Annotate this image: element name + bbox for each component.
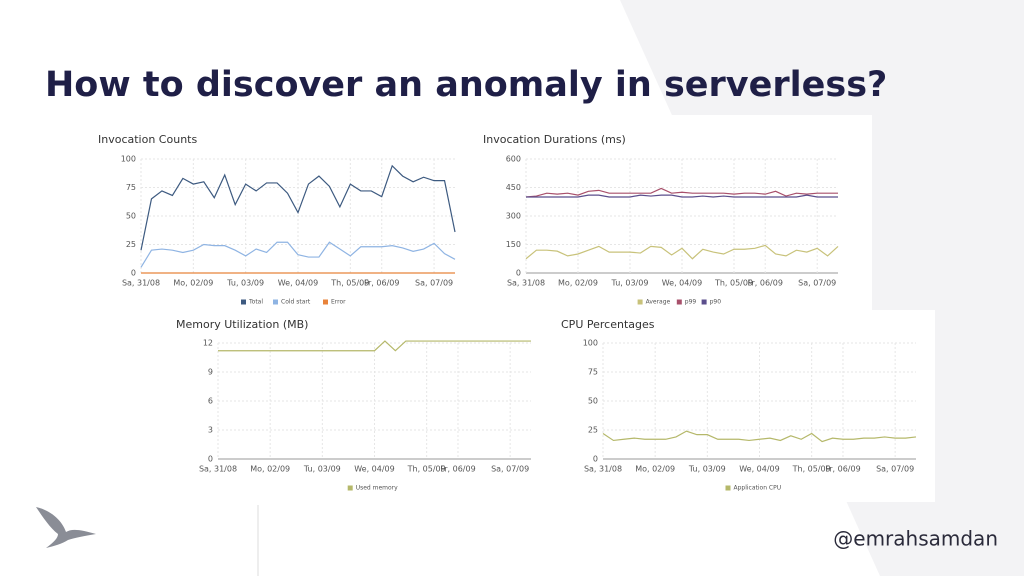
x-tick-label: Th, 05/09	[407, 465, 446, 474]
legend-label: p99	[685, 299, 697, 306]
x-tick-label: Sa, 31/08	[199, 465, 237, 474]
y-tick-label: 300	[506, 212, 521, 221]
panel-bottom	[172, 310, 935, 502]
legend-label: Application CPU	[734, 485, 782, 492]
y-tick-label: 0	[131, 269, 136, 278]
x-tick-label: Sa, 31/08	[584, 465, 622, 474]
legend-label: Error	[331, 299, 346, 306]
y-tick-label: 150	[506, 240, 521, 249]
x-tick-label: Fr, 06/09	[364, 279, 399, 288]
x-tick-label: Mo, 02/09	[173, 279, 213, 288]
logo	[36, 507, 96, 548]
x-tick-label: Fr, 06/09	[747, 279, 782, 288]
x-tick-label: Mo, 02/09	[635, 465, 675, 474]
series-line	[525, 244, 839, 260]
y-tick-label: 100	[583, 339, 598, 348]
x-tick-label: Sa, 07/09	[415, 279, 453, 288]
x-tick-label: Fr, 06/09	[440, 465, 475, 474]
x-tick-label: Th, 05/09	[792, 465, 831, 474]
x-tick-label: Tu, 03/09	[688, 465, 726, 474]
legend-swatch	[273, 299, 278, 305]
legend-label: Used memory	[356, 485, 398, 492]
y-tick-label: 3	[208, 426, 213, 435]
legend-swatch	[323, 299, 328, 305]
x-tick-label: Tu, 03/09	[226, 279, 264, 288]
legend-label: Total	[248, 299, 263, 306]
series-line	[140, 164, 456, 251]
y-tick-label: 0	[208, 455, 213, 464]
legend-swatch	[241, 299, 246, 305]
y-tick-label: 12	[203, 339, 213, 348]
series-line	[602, 430, 917, 443]
x-tick-label: We, 04/09	[354, 465, 395, 474]
x-tick-label: Fr, 06/09	[825, 465, 860, 474]
legend-label: p90	[710, 299, 722, 306]
series-line	[140, 241, 456, 268]
x-tick-label: We, 04/09	[278, 279, 319, 288]
x-tick-label: Mo, 02/09	[558, 279, 598, 288]
x-tick-label: Sa, 31/08	[507, 279, 545, 288]
slide-title: How to discover an anomaly in serverless…	[45, 65, 887, 105]
y-tick-label: 50	[588, 397, 598, 406]
y-tick-label: 0	[593, 455, 598, 464]
series-line	[526, 194, 838, 198]
y-tick-label: 75	[588, 368, 598, 377]
x-tick-label: Tu, 03/09	[303, 465, 341, 474]
chart-title: Invocation Counts	[98, 133, 197, 146]
legend-label: Average	[646, 299, 671, 306]
legend-swatch	[637, 299, 643, 305]
y-tick-label: 25	[588, 426, 598, 435]
x-tick-label: Th, 05/09	[330, 279, 369, 288]
y-tick-label: 75	[126, 183, 136, 192]
chart-title: CPU Percentages	[561, 318, 655, 331]
x-tick-label: We, 04/09	[662, 279, 703, 288]
y-tick-label: 450	[506, 183, 521, 192]
x-tick-label: Sa, 31/08	[122, 279, 160, 288]
legend-swatch	[347, 485, 353, 491]
x-tick-label: Sa, 07/09	[491, 465, 529, 474]
x-tick-label: We, 04/09	[739, 465, 780, 474]
legend-label: Cold start	[281, 299, 311, 306]
y-tick-label: 6	[208, 397, 213, 406]
y-tick-label: 50	[126, 212, 136, 221]
y-tick-label: 100	[121, 155, 136, 164]
series-line	[525, 187, 838, 198]
handle: @emrahsamdan	[833, 527, 998, 551]
legend-swatch	[701, 299, 707, 305]
y-tick-label: 0	[516, 269, 521, 278]
y-tick-label: 600	[506, 155, 521, 164]
chart-title: Invocation Durations (ms)	[483, 133, 626, 146]
x-tick-label: Tu, 03/09	[611, 279, 649, 288]
series-line	[218, 340, 531, 352]
x-tick-label: Mo, 02/09	[250, 465, 290, 474]
legend-swatch	[676, 299, 682, 305]
x-tick-label: Sa, 07/09	[876, 465, 914, 474]
y-tick-label: 25	[126, 240, 136, 249]
legend-swatch	[725, 485, 731, 491]
y-tick-label: 9	[208, 368, 213, 377]
chart-title: Memory Utilization (MB)	[176, 318, 308, 331]
x-tick-label: Sa, 07/09	[798, 279, 836, 288]
x-tick-label: Th, 05/09	[714, 279, 753, 288]
